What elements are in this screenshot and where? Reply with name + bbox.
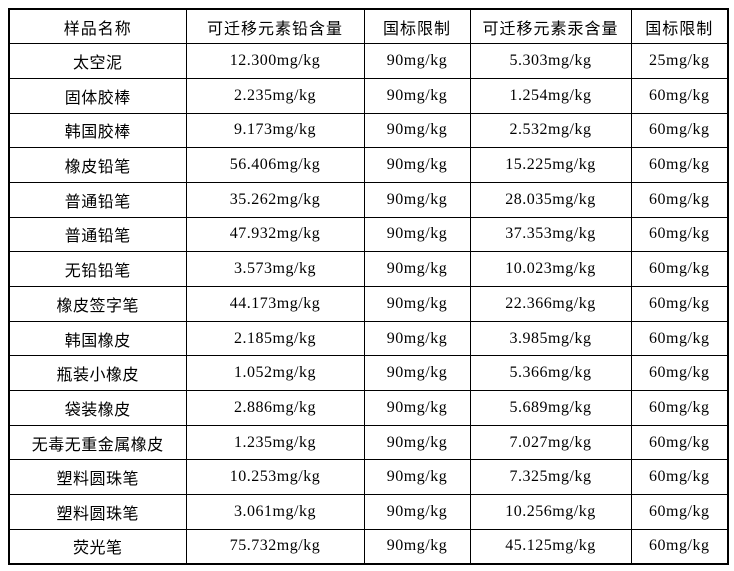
table-row: 普通铅笔 35.262mg/kg 90mg/kg 28.035mg/kg 60mg/kg: [8, 181, 729, 218]
sample-name-cell: 固体胶棒: [8, 77, 187, 114]
value-cell: 35.262mg/kg: [185, 181, 365, 218]
value-cell: 1.254mg/kg: [469, 77, 632, 114]
value-cell: 90mg/kg: [363, 181, 471, 218]
table-row: 橡皮签字笔 44.173mg/kg 90mg/kg 22.366mg/kg 60mg/k…: [8, 286, 729, 322]
table-row: 无毒无重金属橡皮 1.235mg/kg 90mg/kg 7.027mg/kg 60mg/…: [8, 424, 729, 461]
value-cell: 47.932mg/kg: [185, 216, 365, 253]
column-header: 可迁移元素汞含量: [469, 8, 632, 45]
value-cell: 60mg/kg: [630, 494, 729, 530]
value-cell: 1.052mg/kg: [185, 355, 365, 392]
value-cell: 60mg/kg: [630, 251, 729, 287]
table-row: 无铅铅笔 3.573mg/kg 90mg/kg 10.023mg/kg 60mg/kg: [8, 251, 729, 287]
value-cell: 90mg/kg: [363, 355, 471, 392]
header-row: 样品名称 可迁移元素铅含量 国标限制 可迁移元素汞含量 国标限制: [8, 8, 729, 45]
sample-name-cell: 普通铅笔: [8, 181, 187, 218]
sample-name-cell: 瓶装小橡皮: [8, 355, 187, 392]
value-cell: 2.886mg/kg: [185, 390, 365, 426]
table-row: 普通铅笔 47.932mg/kg 90mg/kg 37.353mg/kg 60mg/kg: [8, 216, 729, 253]
sample-name-cell: 塑料圆珠笔: [8, 459, 187, 496]
value-cell: 25mg/kg: [630, 43, 729, 79]
value-cell: 5.303mg/kg: [469, 43, 632, 79]
value-cell: 90mg/kg: [363, 216, 471, 253]
sample-name-cell: 韩国胶棒: [8, 112, 187, 149]
value-cell: 90mg/kg: [363, 147, 471, 183]
sample-name-cell: 无铅铅笔: [8, 251, 187, 287]
table-row: 韩国胶棒 9.173mg/kg 90mg/kg 2.532mg/kg 60mg/kg: [8, 112, 729, 149]
value-cell: 60mg/kg: [630, 112, 729, 149]
value-cell: 90mg/kg: [363, 320, 471, 357]
table-row: 塑料圆珠笔 3.061mg/kg 90mg/kg 10.256mg/kg 60mg/kg: [8, 494, 729, 530]
value-cell: 3.573mg/kg: [185, 251, 365, 287]
sample-name-cell: 荧光笔: [8, 528, 187, 565]
sample-name-cell: 橡皮签字笔: [8, 286, 187, 322]
value-cell: 10.256mg/kg: [469, 494, 632, 530]
value-cell: 2.235mg/kg: [185, 77, 365, 114]
sample-name-cell: 塑料圆珠笔: [8, 494, 187, 530]
value-cell: 60mg/kg: [630, 390, 729, 426]
table-row: 韩国橡皮 2.185mg/kg 90mg/kg 3.985mg/kg 60mg/kg: [8, 320, 729, 357]
table-body: 太空泥 12.300mg/kg 90mg/kg 5.303mg/kg 25mg/kg 固体…: [8, 43, 729, 565]
value-cell: 90mg/kg: [363, 251, 471, 287]
value-cell: 90mg/kg: [363, 390, 471, 426]
value-cell: 22.366mg/kg: [469, 286, 632, 322]
value-cell: 60mg/kg: [630, 528, 729, 565]
table-row: 袋装橡皮 2.886mg/kg 90mg/kg 5.689mg/kg 60mg/kg: [8, 390, 729, 426]
sample-name-cell: 普通铅笔: [8, 216, 187, 253]
sample-name-cell: 无毒无重金属橡皮: [8, 424, 187, 461]
value-cell: 2.532mg/kg: [469, 112, 632, 149]
table-row: 固体胶棒 2.235mg/kg 90mg/kg 1.254mg/kg 60mg/kg: [8, 77, 729, 114]
value-cell: 3.985mg/kg: [469, 320, 632, 357]
value-cell: 60mg/kg: [630, 181, 729, 218]
sample-name-cell: 太空泥: [8, 43, 187, 79]
value-cell: 45.125mg/kg: [469, 528, 632, 565]
table-row: 太空泥 12.300mg/kg 90mg/kg 5.303mg/kg 25mg/kg: [8, 43, 729, 79]
sample-test-results-table: 样品名称 可迁移元素铅含量 国标限制 可迁移元素汞含量 国标限制 太空泥 12.300mg…: [8, 8, 729, 565]
table-row: 瓶装小橡皮 1.052mg/kg 90mg/kg 5.366mg/kg 60mg/kg: [8, 355, 729, 392]
value-cell: 56.406mg/kg: [185, 147, 365, 183]
value-cell: 5.689mg/kg: [469, 390, 632, 426]
value-cell: 60mg/kg: [630, 424, 729, 461]
value-cell: 60mg/kg: [630, 216, 729, 253]
column-header: 可迁移元素铅含量: [185, 8, 365, 45]
value-cell: 90mg/kg: [363, 459, 471, 496]
value-cell: 12.300mg/kg: [185, 43, 365, 79]
value-cell: 7.027mg/kg: [469, 424, 632, 461]
value-cell: 90mg/kg: [363, 77, 471, 114]
value-cell: 9.173mg/kg: [185, 112, 365, 149]
value-cell: 60mg/kg: [630, 355, 729, 392]
value-cell: 75.732mg/kg: [185, 528, 365, 565]
value-cell: 10.253mg/kg: [185, 459, 365, 496]
sample-name-cell: 韩国橡皮: [8, 320, 187, 357]
column-header: 国标限制: [630, 8, 729, 45]
value-cell: 90mg/kg: [363, 494, 471, 530]
value-cell: 10.023mg/kg: [469, 251, 632, 287]
value-cell: 37.353mg/kg: [469, 216, 632, 253]
value-cell: 60mg/kg: [630, 286, 729, 322]
value-cell: 90mg/kg: [363, 424, 471, 461]
value-cell: 3.061mg/kg: [185, 494, 365, 530]
column-header: 样品名称: [8, 8, 187, 45]
value-cell: 60mg/kg: [630, 459, 729, 496]
value-cell: 28.035mg/kg: [469, 181, 632, 218]
sample-name-cell: 橡皮铅笔: [8, 147, 187, 183]
column-header: 国标限制: [363, 8, 471, 45]
value-cell: 90mg/kg: [363, 286, 471, 322]
table-row: 塑料圆珠笔 10.253mg/kg 90mg/kg 7.325mg/kg 60mg/kg: [8, 459, 729, 496]
value-cell: 7.325mg/kg: [469, 459, 632, 496]
value-cell: 60mg/kg: [630, 77, 729, 114]
sample-name-cell: 袋装橡皮: [8, 390, 187, 426]
value-cell: 5.366mg/kg: [469, 355, 632, 392]
table-row: 荧光笔 75.732mg/kg 90mg/kg 45.125mg/kg 60mg/kg: [8, 528, 729, 565]
table-row: 橡皮铅笔 56.406mg/kg 90mg/kg 15.225mg/kg 60mg/kg: [8, 147, 729, 183]
value-cell: 60mg/kg: [630, 320, 729, 357]
value-cell: 15.225mg/kg: [469, 147, 632, 183]
value-cell: 90mg/kg: [363, 112, 471, 149]
value-cell: 90mg/kg: [363, 528, 471, 565]
value-cell: 2.185mg/kg: [185, 320, 365, 357]
value-cell: 90mg/kg: [363, 43, 471, 79]
value-cell: 1.235mg/kg: [185, 424, 365, 461]
value-cell: 44.173mg/kg: [185, 286, 365, 322]
value-cell: 60mg/kg: [630, 147, 729, 183]
